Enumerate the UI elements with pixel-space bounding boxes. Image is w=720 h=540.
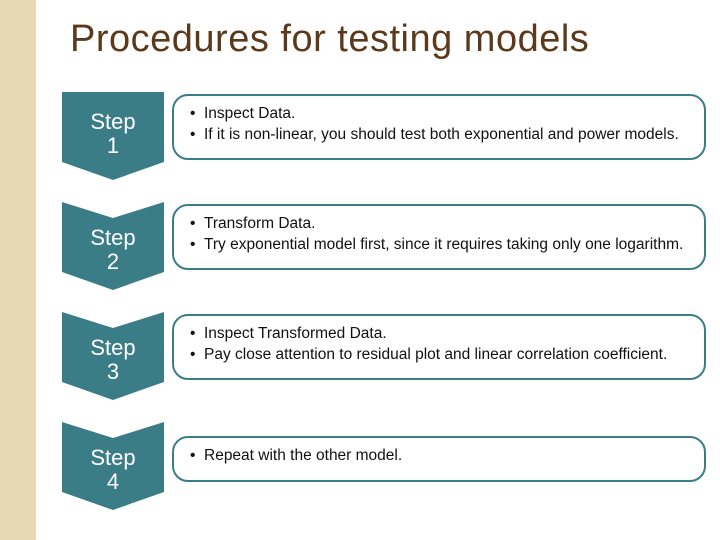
- slide: Procedures for testing models Step 1 Ins…: [0, 0, 720, 540]
- bullet-item: Inspect Transformed Data.: [190, 324, 690, 345]
- bullet-item: If it is non-linear, you should test bot…: [190, 125, 690, 146]
- step-label-line2: 1: [62, 134, 164, 158]
- step-label-line2: 4: [62, 470, 164, 494]
- step-chevron: Step 4: [62, 422, 164, 510]
- step-label: Step 1: [62, 110, 164, 158]
- step-chevron: Step 3: [62, 312, 164, 400]
- step-row: Step 3 Inspect Transformed Data. Pay clo…: [62, 312, 706, 400]
- step-chevron: Step 2: [62, 202, 164, 290]
- bullet-list: Transform Data. Try exponential model fi…: [190, 214, 690, 256]
- step-label-line2: 2: [62, 250, 164, 274]
- step-label-line1: Step: [62, 446, 164, 470]
- bullet-list: Inspect Data. If it is non-linear, you s…: [190, 104, 690, 146]
- step-label: Step 2: [62, 226, 164, 274]
- bullet-item: Pay close attention to residual plot and…: [190, 345, 690, 366]
- step-row: Step 2 Transform Data. Try exponential m…: [62, 202, 706, 290]
- left-accent-stripe: [0, 0, 36, 540]
- bullet-item: Transform Data.: [190, 214, 690, 235]
- bullet-item: Inspect Data.: [190, 104, 690, 125]
- bullet-item: Repeat with the other model.: [190, 446, 690, 467]
- step-bubble: Transform Data. Try exponential model fi…: [172, 204, 706, 270]
- step-label-line1: Step: [62, 226, 164, 250]
- step-label-line1: Step: [62, 336, 164, 360]
- step-bubble: Inspect Transformed Data. Pay close atte…: [172, 314, 706, 380]
- step-label: Step 3: [62, 336, 164, 384]
- page-title: Procedures for testing models: [70, 18, 700, 61]
- step-label-line1: Step: [62, 110, 164, 134]
- bullet-list: Inspect Transformed Data. Pay close atte…: [190, 324, 690, 366]
- step-label-line2: 3: [62, 360, 164, 384]
- step-label: Step 4: [62, 446, 164, 494]
- step-row: Step 4 Repeat with the other model.: [62, 422, 706, 510]
- step-row: Step 1 Inspect Data. If it is non-linear…: [62, 92, 706, 180]
- step-chevron: Step 1: [62, 92, 164, 180]
- bullet-item: Try exponential model first, since it re…: [190, 235, 690, 256]
- steps-container: Step 1 Inspect Data. If it is non-linear…: [62, 92, 706, 532]
- step-bubble: Inspect Data. If it is non-linear, you s…: [172, 94, 706, 160]
- step-bubble: Repeat with the other model.: [172, 436, 706, 482]
- bullet-list: Repeat with the other model.: [190, 446, 690, 467]
